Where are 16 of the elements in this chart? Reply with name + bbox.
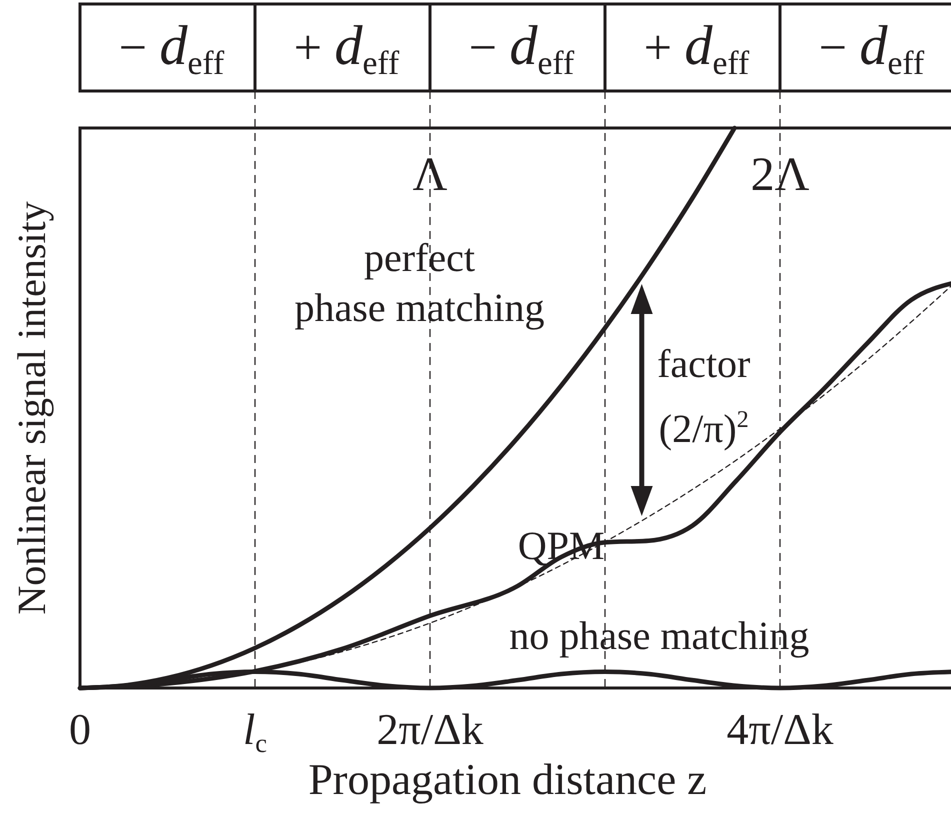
series-label: no phase matching bbox=[509, 612, 810, 658]
y-axis-title: Nonlinear signal intensity bbox=[9, 201, 54, 615]
x-axis-title: Propagation distance z bbox=[308, 755, 707, 804]
text: − d$_{eff}$ bbox=[818, 15, 925, 82]
x-tick-label: 4π/Δk bbox=[726, 705, 834, 754]
x-tick-label: l$_{c}$ bbox=[243, 705, 267, 758]
text: + d$_{eff}$ bbox=[294, 15, 400, 82]
annotation: Λ bbox=[412, 148, 448, 201]
text: − d$_{eff}$ bbox=[118, 15, 225, 82]
text: + d$_{eff}$ bbox=[644, 15, 750, 82]
text: − d$_{eff}$ bbox=[468, 15, 575, 82]
annotation: factor (2/π)$^{2}$ bbox=[657, 341, 750, 451]
x-tick-label: 0 bbox=[69, 705, 91, 754]
x-tick-label: 2π/Δk bbox=[376, 705, 484, 754]
legend-label: perfect phase matching bbox=[294, 234, 544, 330]
annotation: 2Λ bbox=[750, 148, 810, 201]
